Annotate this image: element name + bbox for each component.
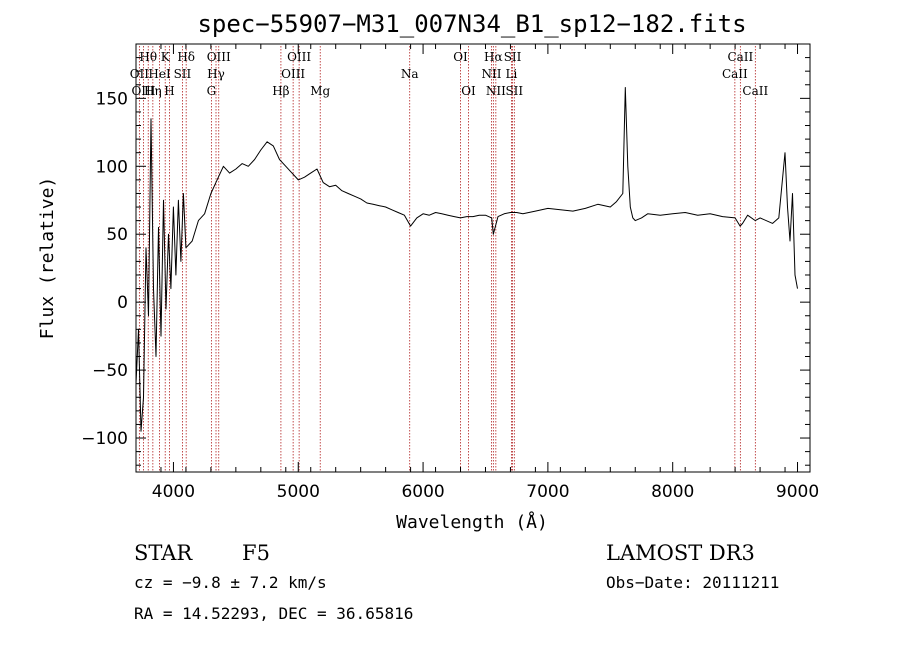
line-label: OIII [207, 50, 231, 64]
line-label: NII [486, 84, 506, 98]
x-tick-label: 4000 [152, 482, 195, 502]
x-axis-ticks: 4000 5000 6000 7000 8000 9000 [135, 44, 819, 502]
line-label: CaII [742, 84, 768, 98]
chart-title: spec−55907−M31_007N34_B1_sp12−182.fits [197, 10, 746, 38]
y-tick-label: 0 [117, 293, 128, 313]
line-label: CaII [722, 67, 748, 81]
coordinates-readout: RA = 14.52293, DEC = 36.65816 [134, 604, 413, 623]
line-label: Na [401, 67, 419, 81]
y-tick-label: −50 [92, 361, 128, 381]
x-tick-label: 6000 [401, 482, 444, 502]
line-label: OIII [131, 84, 155, 98]
line-label: SII [174, 67, 192, 81]
y-tick-label: 50 [106, 225, 128, 245]
line-label: SII [504, 50, 522, 64]
line-label: G [207, 84, 217, 98]
line-label: SII [505, 84, 523, 98]
spectral-line-markers [138, 46, 756, 472]
x-axis-label: Wavelength (Å) [396, 511, 548, 533]
spectral-line-labels: HθHηOIIOIIIHeIKHSIIHδGHγOIIIHβOIIIOIIIMg… [130, 50, 769, 98]
spectrum-line [135, 87, 798, 432]
x-tick-label: 5000 [277, 482, 320, 502]
line-label: Hη [144, 84, 162, 98]
y-tick-label: −100 [81, 429, 128, 449]
line-label: H [164, 84, 174, 98]
observation-date: Obs−Date: 20111211 [606, 573, 779, 592]
plot-frame [135, 43, 811, 473]
line-label: K [161, 50, 171, 64]
x-tick-label: 9000 [776, 482, 819, 502]
line-label: OI [453, 50, 468, 64]
line-label: Hθ [139, 50, 157, 64]
y-axis-ticks: −100 −50 0 50 100 150 [81, 57, 810, 466]
line-label: HeI [148, 67, 171, 81]
line-label: Hδ [177, 50, 195, 64]
line-label: NII [481, 67, 501, 81]
line-label: Mg [310, 84, 330, 98]
object-class: STAR [134, 541, 193, 565]
line-label: Li [506, 67, 518, 81]
y-axis-label: Flux (relative) [37, 177, 58, 340]
x-tick-label: 8000 [651, 482, 694, 502]
y-tick-label: 100 [96, 157, 128, 177]
line-label: OIII [287, 50, 311, 64]
spectrum-series [135, 87, 798, 432]
survey-name: LAMOST DR3 [606, 541, 755, 565]
line-label: OII [130, 67, 150, 81]
y-tick-label: 150 [96, 89, 128, 109]
line-label: CaII [727, 50, 753, 64]
line-label: OIII [281, 67, 305, 81]
line-label: Hβ [272, 84, 289, 98]
redshift-readout: cz = −9.8 ± 7.2 km/s [134, 573, 327, 592]
line-label: Hα [484, 50, 503, 64]
object-subclass: F5 [242, 541, 270, 565]
line-label: OI [461, 84, 476, 98]
line-label: Hγ [207, 67, 225, 81]
x-tick-label: 7000 [526, 482, 569, 502]
